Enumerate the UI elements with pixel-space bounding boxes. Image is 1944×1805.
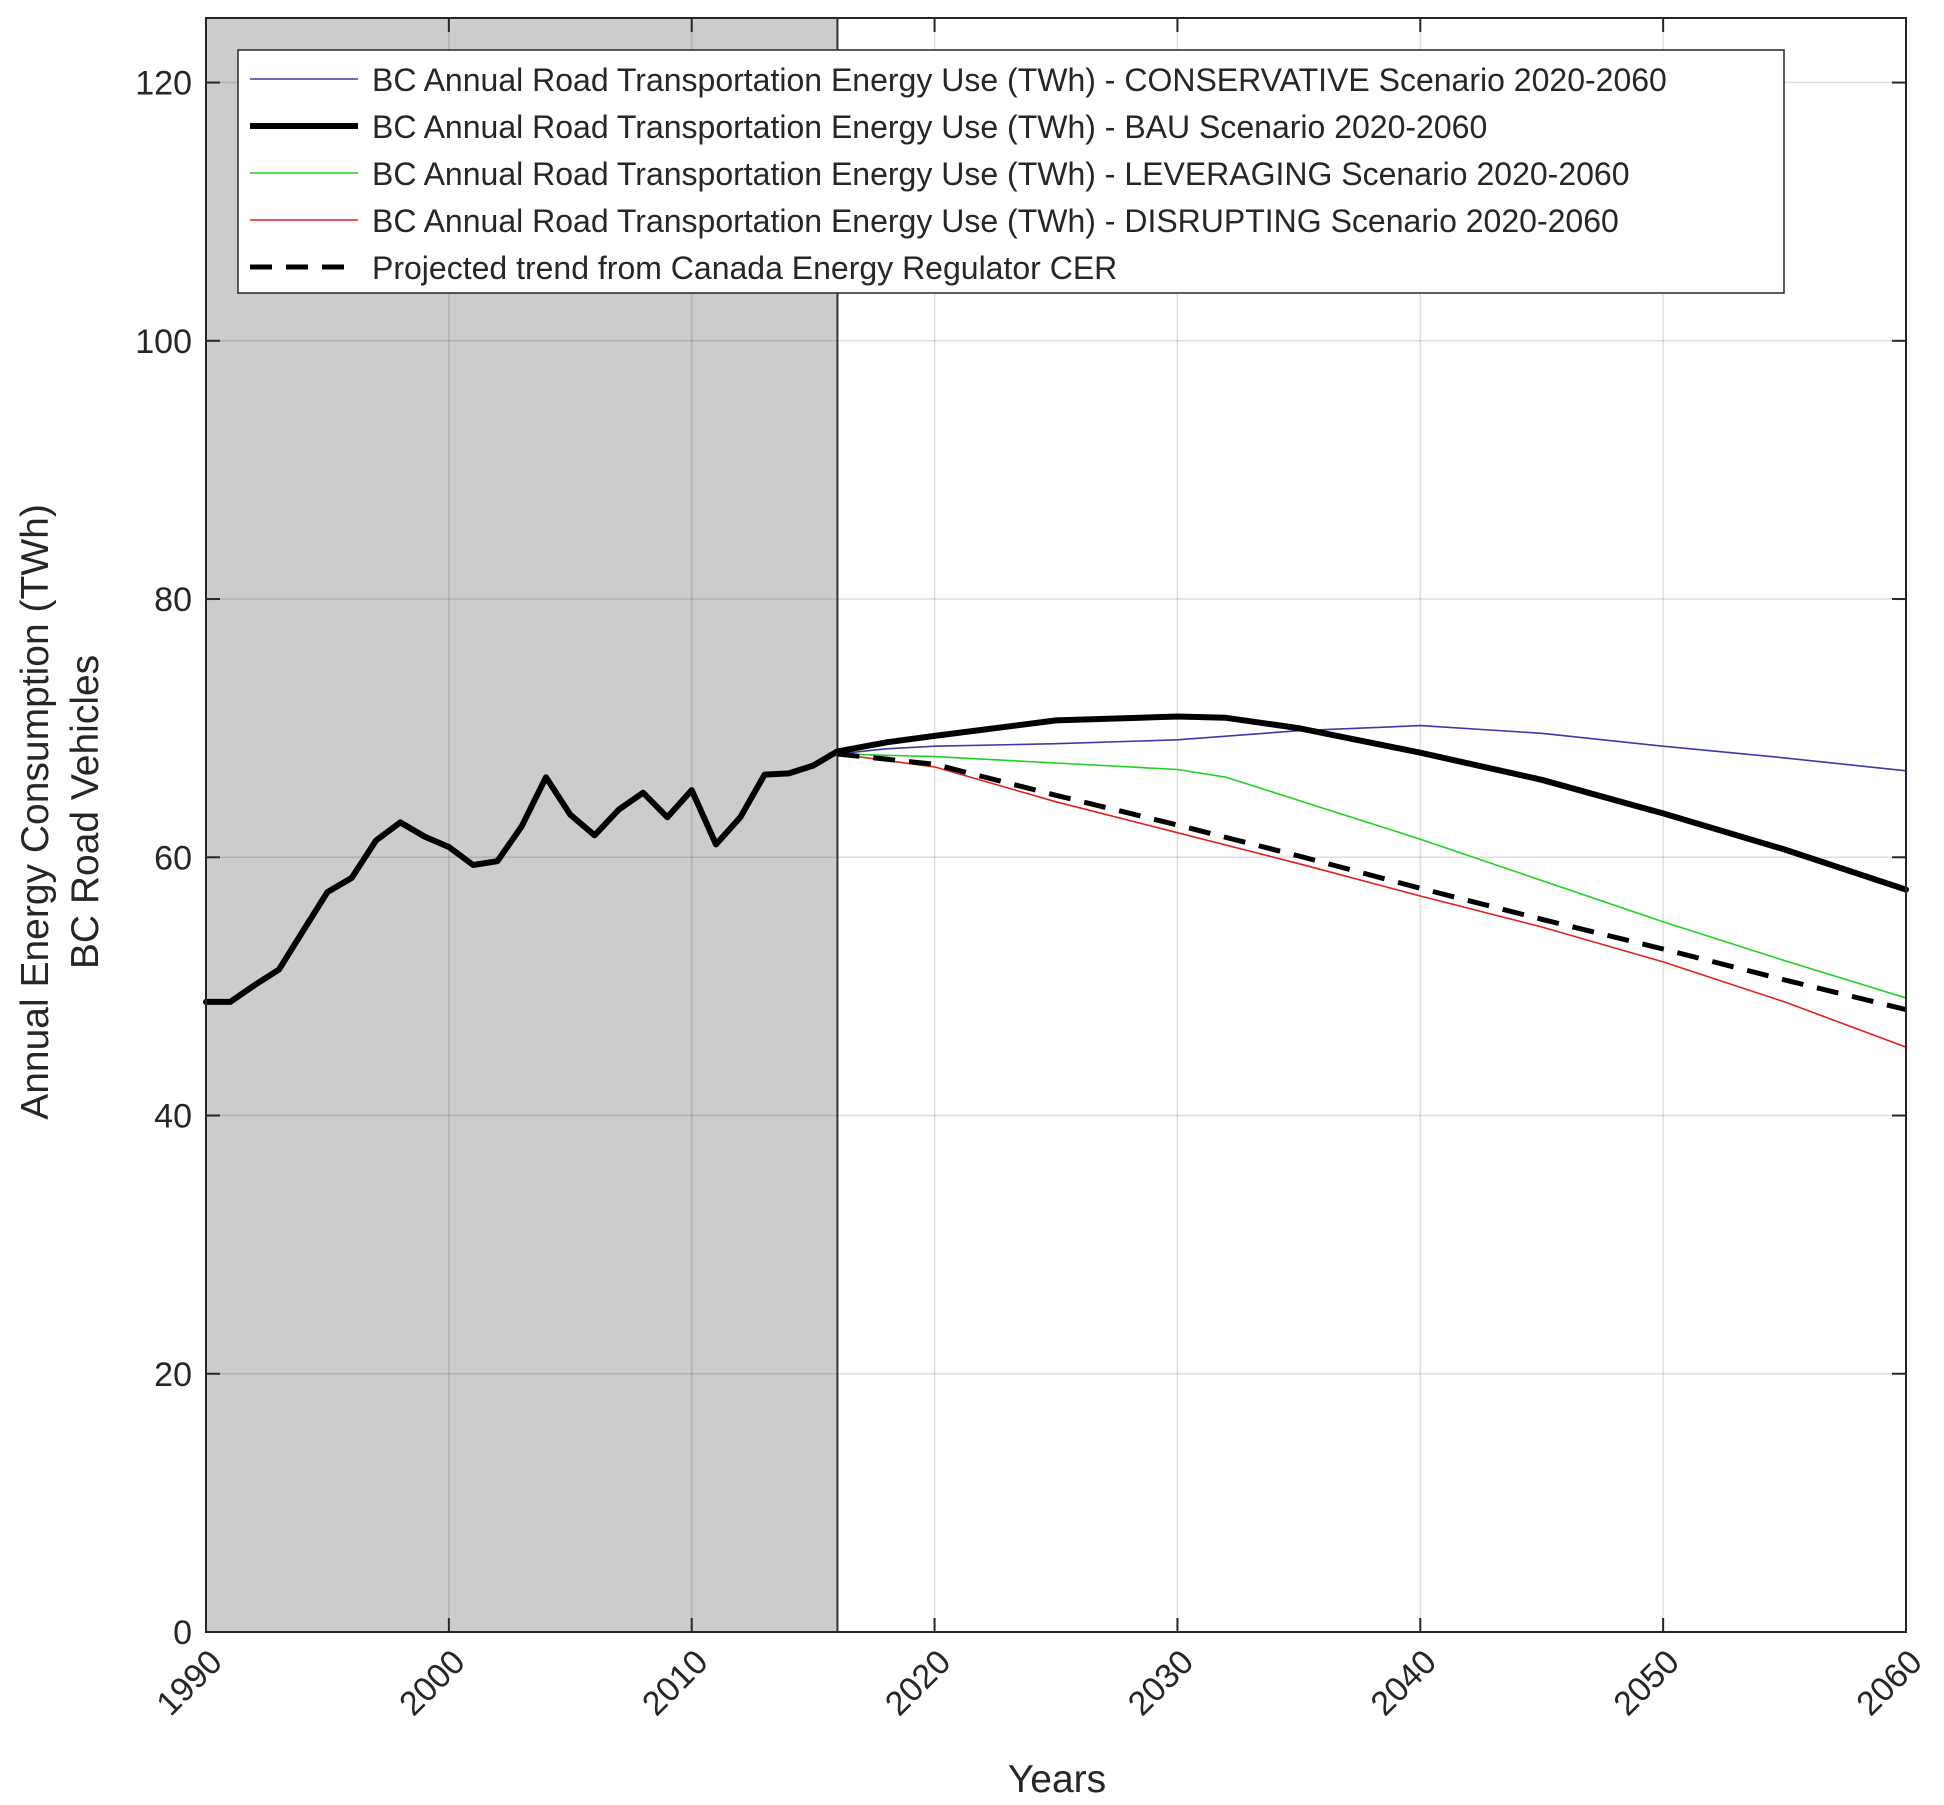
legend-label-5: Projected trend from Canada Energy Regul… xyxy=(372,250,1117,286)
y-tick-label: 100 xyxy=(135,323,192,361)
y-axis-ticks: 0 20 40 60 80 100 120 xyxy=(135,65,1906,1652)
legend: BC Annual Road Transportation Energy Use… xyxy=(237,49,1785,294)
y-axis-title-line-1: Annual Energy Consumption (TWh) xyxy=(14,504,57,1120)
axes-frame xyxy=(205,17,1907,1633)
y-tick-label: 0 xyxy=(173,1614,192,1652)
y-tick-label: 60 xyxy=(154,839,192,877)
series-line-3 xyxy=(836,753,1907,999)
legend-box xyxy=(237,49,1785,294)
series-line-2 xyxy=(203,713,1909,1005)
legend-label-2: BC Annual Road Transportation Energy Use… xyxy=(372,109,1487,145)
legend-label-1: BC Annual Road Transportation Energy Use… xyxy=(372,62,1667,98)
series-lines xyxy=(203,713,1909,1048)
legend-label-4: BC Annual Road Transportation Energy Use… xyxy=(372,203,1619,239)
y-tick-label: 120 xyxy=(135,65,192,103)
series-line-4 xyxy=(836,753,1907,1048)
series-line-5 xyxy=(837,751,1907,1013)
y-tick-label: 20 xyxy=(154,1356,192,1394)
y-tick-label: 40 xyxy=(154,1098,192,1136)
x-axis-title: Years xyxy=(1008,1758,1106,1801)
legend-label-3: BC Annual Road Transportation Energy Use… xyxy=(372,156,1630,192)
y-tick-label: 80 xyxy=(154,581,192,619)
y-axis-title-line-2: BC Road Vehicles xyxy=(64,655,107,969)
